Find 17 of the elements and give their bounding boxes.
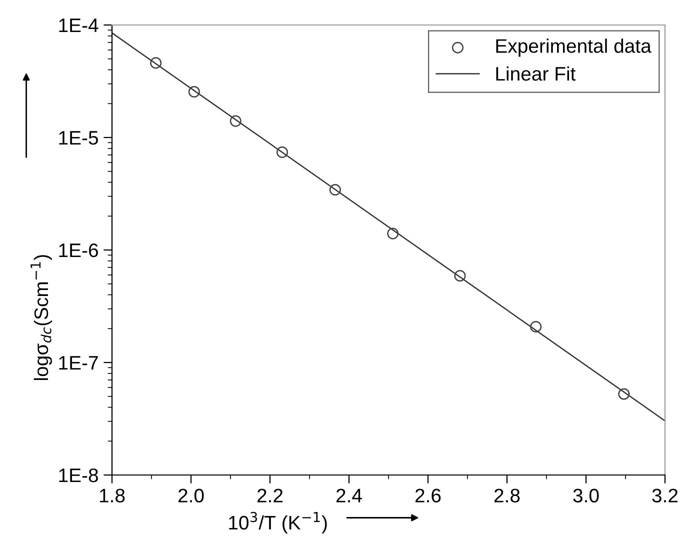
x-tick-label: 2.2 bbox=[257, 488, 283, 502]
x-axis-title: 10$^{3}$/T (K$^{−1}$) bbox=[229, 512, 327, 534]
legend-label: Experimental data bbox=[496, 38, 652, 57]
x-tick-label: 3.2 bbox=[652, 488, 678, 502]
x-tick-label: 2.0 bbox=[178, 488, 204, 502]
x-tick-label: 2.8 bbox=[494, 488, 520, 502]
x-tick-label: 2.4 bbox=[336, 488, 362, 502]
legend-label: Linear Fit bbox=[496, 66, 576, 81]
y-tick-label: 1E-5 bbox=[59, 131, 98, 145]
y-tick-label: 1E-4 bbox=[59, 18, 98, 32]
y-tick-label: 1E-7 bbox=[59, 356, 98, 370]
y-tick-label: 1E-8 bbox=[59, 468, 98, 482]
x-tick-label: 2.6 bbox=[415, 488, 441, 502]
x-tick-label: 1.8 bbox=[100, 488, 125, 502]
y-axis-title: logσ$_{dc}$(Scm$^{−1}$) bbox=[30, 255, 52, 380]
x-tick-label: 3.0 bbox=[573, 488, 599, 502]
y-tick-label: 1E-6 bbox=[59, 243, 98, 258]
